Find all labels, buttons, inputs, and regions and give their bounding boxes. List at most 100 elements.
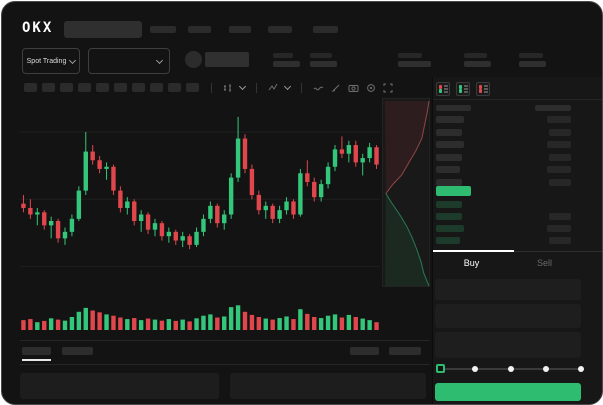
tab-buy[interactable]: Buy [463, 258, 480, 268]
ticker-stat-label [310, 53, 332, 58]
last-price-badge[interactable] [436, 186, 471, 196]
nav-item[interactable] [313, 26, 338, 33]
ask-price[interactable] [436, 141, 464, 148]
ask-amount[interactable] [549, 178, 571, 186]
timeframe-button[interactable] [186, 83, 199, 92]
bottom-tab[interactable] [22, 347, 51, 355]
volume-bar [374, 322, 379, 330]
book-combined-icon[interactable] [436, 82, 450, 96]
ticker-stat [273, 53, 300, 67]
candle-body [152, 223, 158, 230]
chevron-down-icon [69, 56, 77, 64]
volume-bar [145, 318, 151, 330]
bottom-tab-active-underline [22, 359, 51, 361]
line-tool-icon[interactable] [313, 83, 324, 93]
volume-bar [242, 311, 248, 330]
timeframe-button[interactable] [42, 83, 55, 92]
ticker-stat [464, 53, 491, 67]
draw-icon[interactable] [331, 83, 341, 93]
ask-price[interactable] [436, 178, 462, 186]
bid-price[interactable] [436, 213, 462, 220]
ask-price[interactable] [436, 153, 462, 161]
icon-bar [459, 85, 462, 89]
fullscreen-icon[interactable] [383, 83, 393, 93]
timeframe-button[interactable] [78, 83, 91, 92]
icon-bar [439, 89, 442, 93]
buy-submit-button[interactable] [435, 383, 581, 401]
ask-amount[interactable] [547, 116, 571, 123]
timeframe-button[interactable] [150, 83, 163, 92]
bottom-right-control[interactable] [389, 347, 421, 355]
bid-price[interactable] [436, 201, 462, 208]
chevron-down-icon[interactable] [238, 82, 247, 91]
pair-selector[interactable] [88, 48, 170, 74]
volume-bar [235, 305, 241, 330]
ask-price[interactable] [436, 166, 460, 173]
volume-bar [118, 317, 123, 330]
volume-bar [367, 320, 372, 330]
camera-icon[interactable] [348, 83, 359, 93]
nav-item[interactable] [268, 26, 292, 33]
candle-body [353, 145, 358, 163]
bid-amount[interactable] [547, 225, 571, 232]
candle-body [194, 231, 199, 245]
icon-bar [479, 89, 482, 93]
bid-price[interactable] [436, 237, 460, 244]
amount-input[interactable] [435, 304, 581, 328]
timeframe-button[interactable] [114, 83, 127, 92]
ticker-stat-value [519, 61, 546, 67]
indicators-icon[interactable] [268, 83, 278, 93]
candle-body [125, 201, 130, 208]
candle-body [21, 203, 26, 208]
bottom-right-control[interactable] [350, 347, 379, 355]
nav-item[interactable] [188, 26, 211, 33]
right-panel: Buy Sell [432, 77, 602, 404]
candlestick-chart[interactable] [20, 98, 380, 338]
ticker-stat [310, 53, 337, 67]
ask-amount[interactable] [547, 166, 571, 173]
nav-item[interactable] [150, 26, 176, 33]
search-input[interactable] [64, 21, 142, 38]
amount-slider[interactable] [436, 364, 584, 373]
slider-stop[interactable] [472, 366, 479, 372]
divider [433, 251, 602, 252]
timeframe-button[interactable] [96, 83, 109, 92]
slider-stop[interactable] [542, 366, 549, 372]
icon-bar [479, 85, 482, 89]
tab-sell[interactable]: Sell [536, 258, 552, 268]
slider-track[interactable] [436, 364, 584, 373]
chevron-down-icon[interactable] [283, 82, 292, 91]
depth-chart[interactable] [382, 98, 430, 287]
candle-body [97, 160, 102, 169]
bid-price[interactable] [436, 225, 464, 232]
bid-amount[interactable] [549, 213, 571, 220]
timeframe-button[interactable] [60, 83, 73, 92]
candle-body [298, 173, 303, 215]
volume-bar [111, 315, 116, 330]
candle-body [76, 190, 82, 219]
book-bids-icon[interactable] [456, 82, 470, 96]
book-asks-icon[interactable] [476, 82, 490, 96]
price-input[interactable] [435, 279, 581, 300]
ask-price[interactable] [436, 116, 464, 123]
bottom-tab[interactable] [62, 347, 93, 355]
ask-amount[interactable] [549, 128, 571, 136]
volume-bar [48, 318, 54, 330]
timeframe-button[interactable] [24, 83, 37, 92]
timeframe-button[interactable] [168, 83, 181, 92]
slider-stop[interactable] [578, 366, 584, 372]
ask-amount[interactable] [549, 153, 571, 161]
market-selector-button[interactable]: Spot Trading [22, 48, 80, 74]
candle-body [249, 168, 255, 195]
total-input[interactable] [435, 332, 581, 358]
ask-amount[interactable] [547, 141, 571, 148]
slider-stop[interactable] [507, 366, 514, 372]
chart-type-icon[interactable] [223, 83, 233, 93]
nav-item[interactable] [229, 26, 251, 33]
settings-icon[interactable] [366, 83, 376, 93]
slider-handle[interactable] [436, 364, 445, 373]
timeframe-button[interactable] [132, 83, 145, 92]
icon-line [484, 85, 488, 87]
ask-price[interactable] [436, 128, 462, 136]
bid-amount[interactable] [549, 237, 571, 244]
